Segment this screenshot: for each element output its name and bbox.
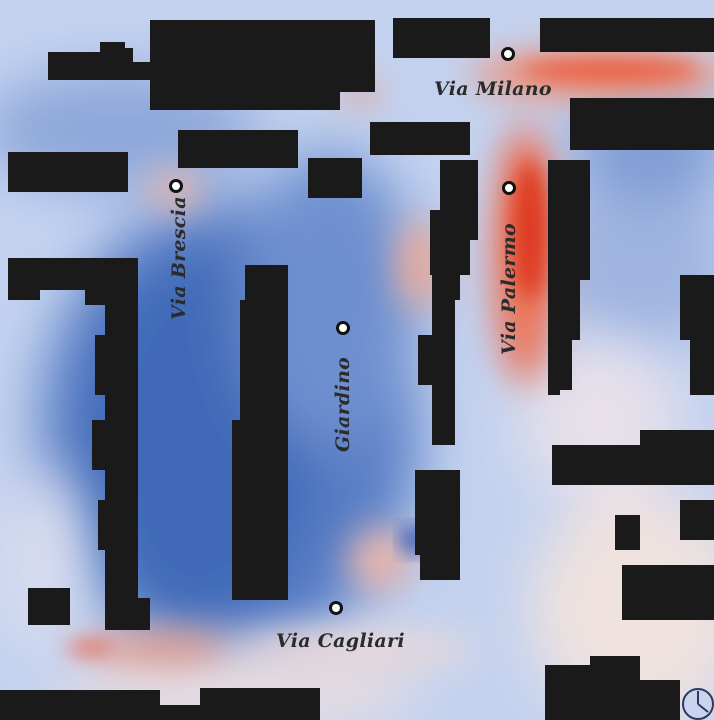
building	[415, 470, 460, 580]
building	[0, 688, 320, 720]
marker-via-milano[interactable]	[501, 47, 515, 61]
building	[640, 680, 680, 720]
building	[540, 18, 714, 52]
marker-giardino[interactable]	[336, 321, 350, 335]
marker-via-brescia[interactable]	[169, 179, 183, 193]
building	[8, 258, 150, 630]
street-label-via-cagliari: Via Cagliari	[276, 630, 405, 652]
building	[548, 160, 590, 395]
building	[680, 500, 714, 540]
street-label-via-palermo: Via Palermo	[498, 222, 520, 355]
building	[232, 265, 288, 600]
building	[28, 588, 70, 625]
building	[48, 42, 150, 80]
building	[552, 430, 714, 485]
building	[150, 20, 375, 110]
building	[8, 152, 128, 192]
north-clock-icon	[682, 688, 714, 720]
building	[570, 98, 714, 150]
building	[178, 130, 298, 168]
building	[98, 500, 108, 550]
marker-via-palermo[interactable]	[502, 181, 516, 195]
building	[95, 335, 108, 395]
building	[92, 420, 108, 470]
building	[545, 656, 640, 720]
street-label-via-milano: Via Milano	[434, 78, 552, 100]
marker-via-cagliari[interactable]	[329, 601, 343, 615]
building	[680, 275, 714, 395]
building	[615, 515, 640, 550]
building	[418, 160, 478, 445]
building	[393, 18, 490, 58]
street-label-via-brescia: Via Brescia	[168, 196, 190, 320]
street-label-giardino: Giardino	[332, 356, 354, 452]
building	[622, 565, 714, 620]
building	[370, 122, 470, 155]
building	[308, 158, 362, 198]
